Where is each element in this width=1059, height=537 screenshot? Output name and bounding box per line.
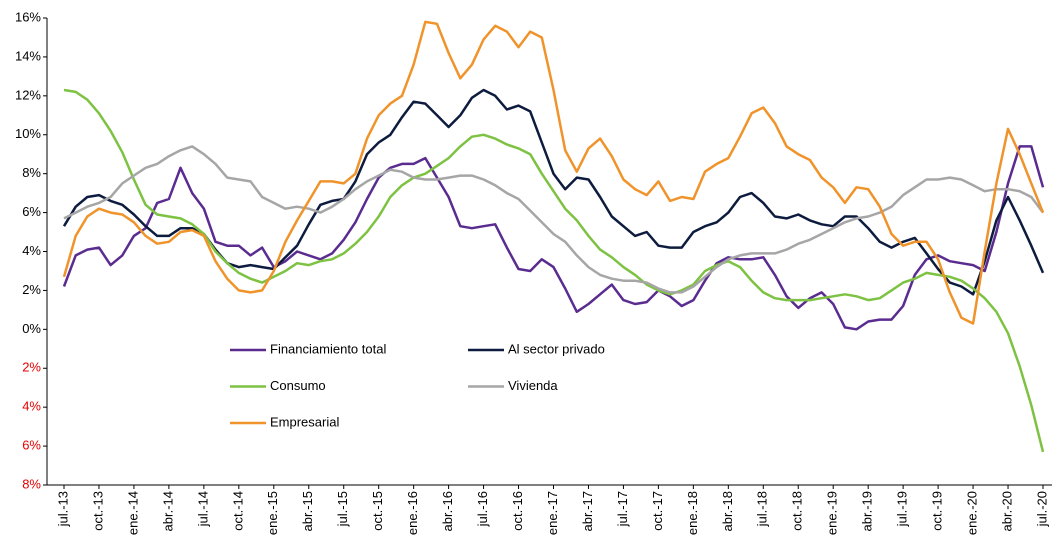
series-line xyxy=(63,88,1045,453)
x-tick-label: abr.-16 xyxy=(440,491,455,531)
y-tick-label: 6% xyxy=(22,438,41,453)
x-tick-label: oct.-14 xyxy=(230,491,245,531)
x-tick-label: abr.-15 xyxy=(300,491,315,531)
x-tick-label: oct.-19 xyxy=(930,491,945,531)
x-tick-label: ene.-20 xyxy=(965,491,980,535)
series-line xyxy=(62,20,1045,325)
y-tick-label: 0% xyxy=(22,321,41,336)
x-tick-label: jul.-13 xyxy=(55,491,70,527)
series-line xyxy=(62,145,1045,331)
y-tick-label: 4% xyxy=(22,399,41,414)
x-tick-label: jul.-18 xyxy=(755,491,770,527)
y-tick-label: 16% xyxy=(15,9,41,24)
x-tick-label: oct.-15 xyxy=(370,491,385,531)
x-tick-label: abr.-19 xyxy=(860,491,875,531)
legend-label: Empresarial xyxy=(270,414,339,429)
y-tick-label: 2% xyxy=(22,282,41,297)
x-tick-label: jul.-16 xyxy=(475,491,490,527)
y-tick-label: 8% xyxy=(22,476,41,491)
y-tick-label: 10% xyxy=(15,126,41,141)
x-tick-label: jul.-17 xyxy=(615,491,630,527)
y-tick-label: 6% xyxy=(22,204,41,219)
x-tick-label: jul.-19 xyxy=(895,491,910,527)
y-tick-label: 4% xyxy=(22,243,41,258)
legend-label: Financiamiento total xyxy=(270,341,386,356)
x-tick-label: ene.-15 xyxy=(265,491,280,535)
x-tick-label: ene.-17 xyxy=(545,491,560,535)
x-tick-label: abr.-20 xyxy=(999,491,1014,531)
x-tick-label: ene.-16 xyxy=(405,491,420,535)
x-tick-label: oct.-17 xyxy=(650,491,665,531)
x-tick-label: abr.-14 xyxy=(160,491,175,531)
y-tick-label: 14% xyxy=(15,48,41,63)
legend-label: Vivienda xyxy=(508,378,558,393)
x-tick-label: abr.-18 xyxy=(720,491,735,531)
y-tick-label: 12% xyxy=(15,87,41,102)
x-tick-label: oct.-13 xyxy=(90,491,105,531)
y-tick-label: 8% xyxy=(22,165,41,180)
x-tick-label: oct.-16 xyxy=(510,491,525,531)
x-tick-label: jul.-14 xyxy=(195,491,210,527)
legend-label: Al sector privado xyxy=(508,341,605,356)
x-tick-label: jul.-20 xyxy=(1034,491,1049,527)
x-tick-label: oct.-18 xyxy=(790,491,805,531)
series-line xyxy=(63,145,1044,294)
x-tick-label: abr.-17 xyxy=(580,491,595,531)
x-tick-label: ene.-14 xyxy=(125,491,140,535)
x-tick-label: ene.-18 xyxy=(685,491,700,535)
x-tick-label: ene.-19 xyxy=(825,491,840,535)
y-tick-label: 2% xyxy=(22,360,41,375)
x-tick-label: jul.-15 xyxy=(335,491,350,527)
legend-label: Consumo xyxy=(270,378,326,393)
